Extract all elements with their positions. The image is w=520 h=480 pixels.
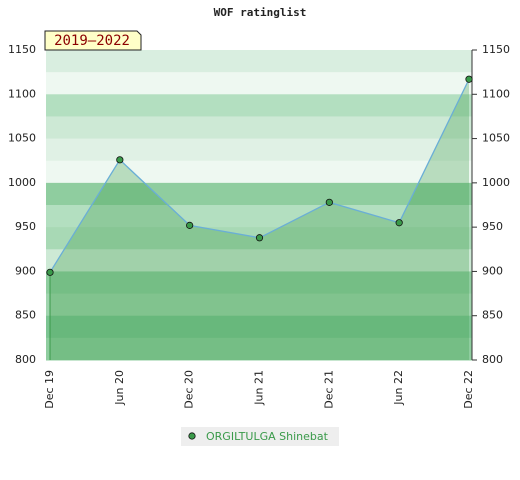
y2-tick-label: 800 [482, 353, 503, 366]
point [186, 221, 194, 229]
point [325, 198, 333, 206]
chart-title: WOF ratinglist [214, 6, 307, 19]
band [46, 337, 472, 361]
y-tick-label: 900 [15, 264, 36, 277]
badge: 2019–2022 [54, 33, 130, 49]
y2-tick-label: 850 [482, 309, 503, 322]
y-tick-label: 1150 [8, 43, 36, 56]
x-tick-label: Dec 21 [322, 370, 335, 409]
y-tick-label: 1000 [8, 176, 36, 189]
band [46, 315, 472, 339]
y2-tick-label: 1100 [482, 87, 510, 100]
legend-label: ORGILTULGA Shinebat [206, 430, 329, 443]
point [46, 268, 54, 276]
x-tick-label: Dec 19 [43, 370, 56, 409]
badge-box [44, 30, 142, 51]
band [46, 182, 472, 206]
legend-marker [188, 432, 196, 440]
point [116, 156, 124, 164]
y2-tick-label: 900 [482, 264, 503, 277]
y2-tick-label: 1000 [482, 176, 510, 189]
y2-tick-label: 1050 [482, 132, 510, 145]
y-tick-label: 800 [15, 353, 36, 366]
legend-box [181, 427, 339, 446]
band [46, 94, 472, 117]
y-tick-label: 950 [15, 220, 36, 233]
x-tick-label: Jun 21 [253, 370, 266, 406]
band [46, 205, 472, 228]
y-tick-label: 850 [15, 309, 36, 322]
area [50, 79, 469, 360]
y-tick-label: 1050 [8, 132, 36, 145]
x-tick-label: Dec 20 [183, 370, 196, 409]
point [395, 219, 403, 227]
x-tick-label: Jun 20 [113, 370, 126, 406]
point [465, 75, 473, 83]
y2-tick-label: 950 [482, 220, 503, 233]
y-tick-label: 1100 [8, 87, 36, 100]
band [46, 50, 472, 73]
band [46, 72, 472, 95]
x-tick-label: Dec 22 [462, 370, 475, 409]
band [46, 271, 472, 295]
y2-tick-label: 1150 [482, 43, 510, 56]
x-tick-label: Jun 22 [392, 370, 405, 406]
band [46, 116, 472, 140]
band [46, 249, 472, 272]
point [255, 234, 264, 242]
band [46, 293, 472, 317]
band [46, 138, 472, 162]
band [46, 160, 472, 184]
